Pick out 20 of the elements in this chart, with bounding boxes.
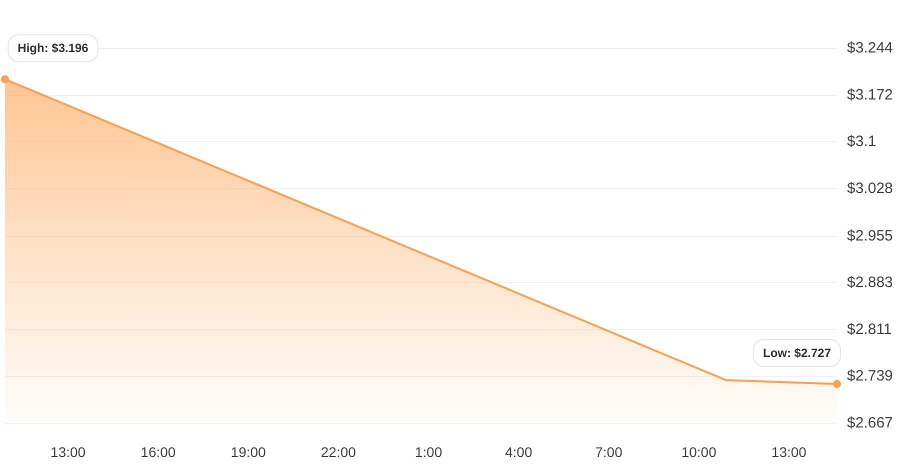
x-tick-label: 1:00: [414, 444, 442, 460]
annotation: Low: $2.727: [762, 346, 832, 360]
x-tick-label: 10:00: [681, 444, 717, 460]
y-tick-label: $3.244: [847, 40, 893, 56]
y-tick-label: $2.955: [847, 227, 893, 244]
x-tick-label: 19:00: [230, 444, 266, 460]
x-tick-label: 16:00: [140, 444, 176, 460]
y-tick-label: $2.883: [847, 274, 893, 292]
y-tick-label: $2.667: [847, 414, 893, 432]
x-tick-label: 13:00: [50, 444, 86, 460]
x-tick-label: 4:00: [504, 444, 532, 460]
y-tick-label: $3.1: [847, 133, 876, 150]
y-tick-label: $2.811: [847, 320, 892, 338]
annotation: High: $3.196: [18, 41, 89, 56]
x-tick-label: 7:00: [595, 444, 623, 460]
y-tick-label: $3.172: [847, 86, 893, 104]
y-tick-label: $2.739: [847, 368, 893, 385]
x-tick-label: 13:00: [771, 444, 807, 460]
y-tick-label: $3.028: [847, 180, 893, 197]
x-tick-label: 22:00: [320, 444, 356, 460]
